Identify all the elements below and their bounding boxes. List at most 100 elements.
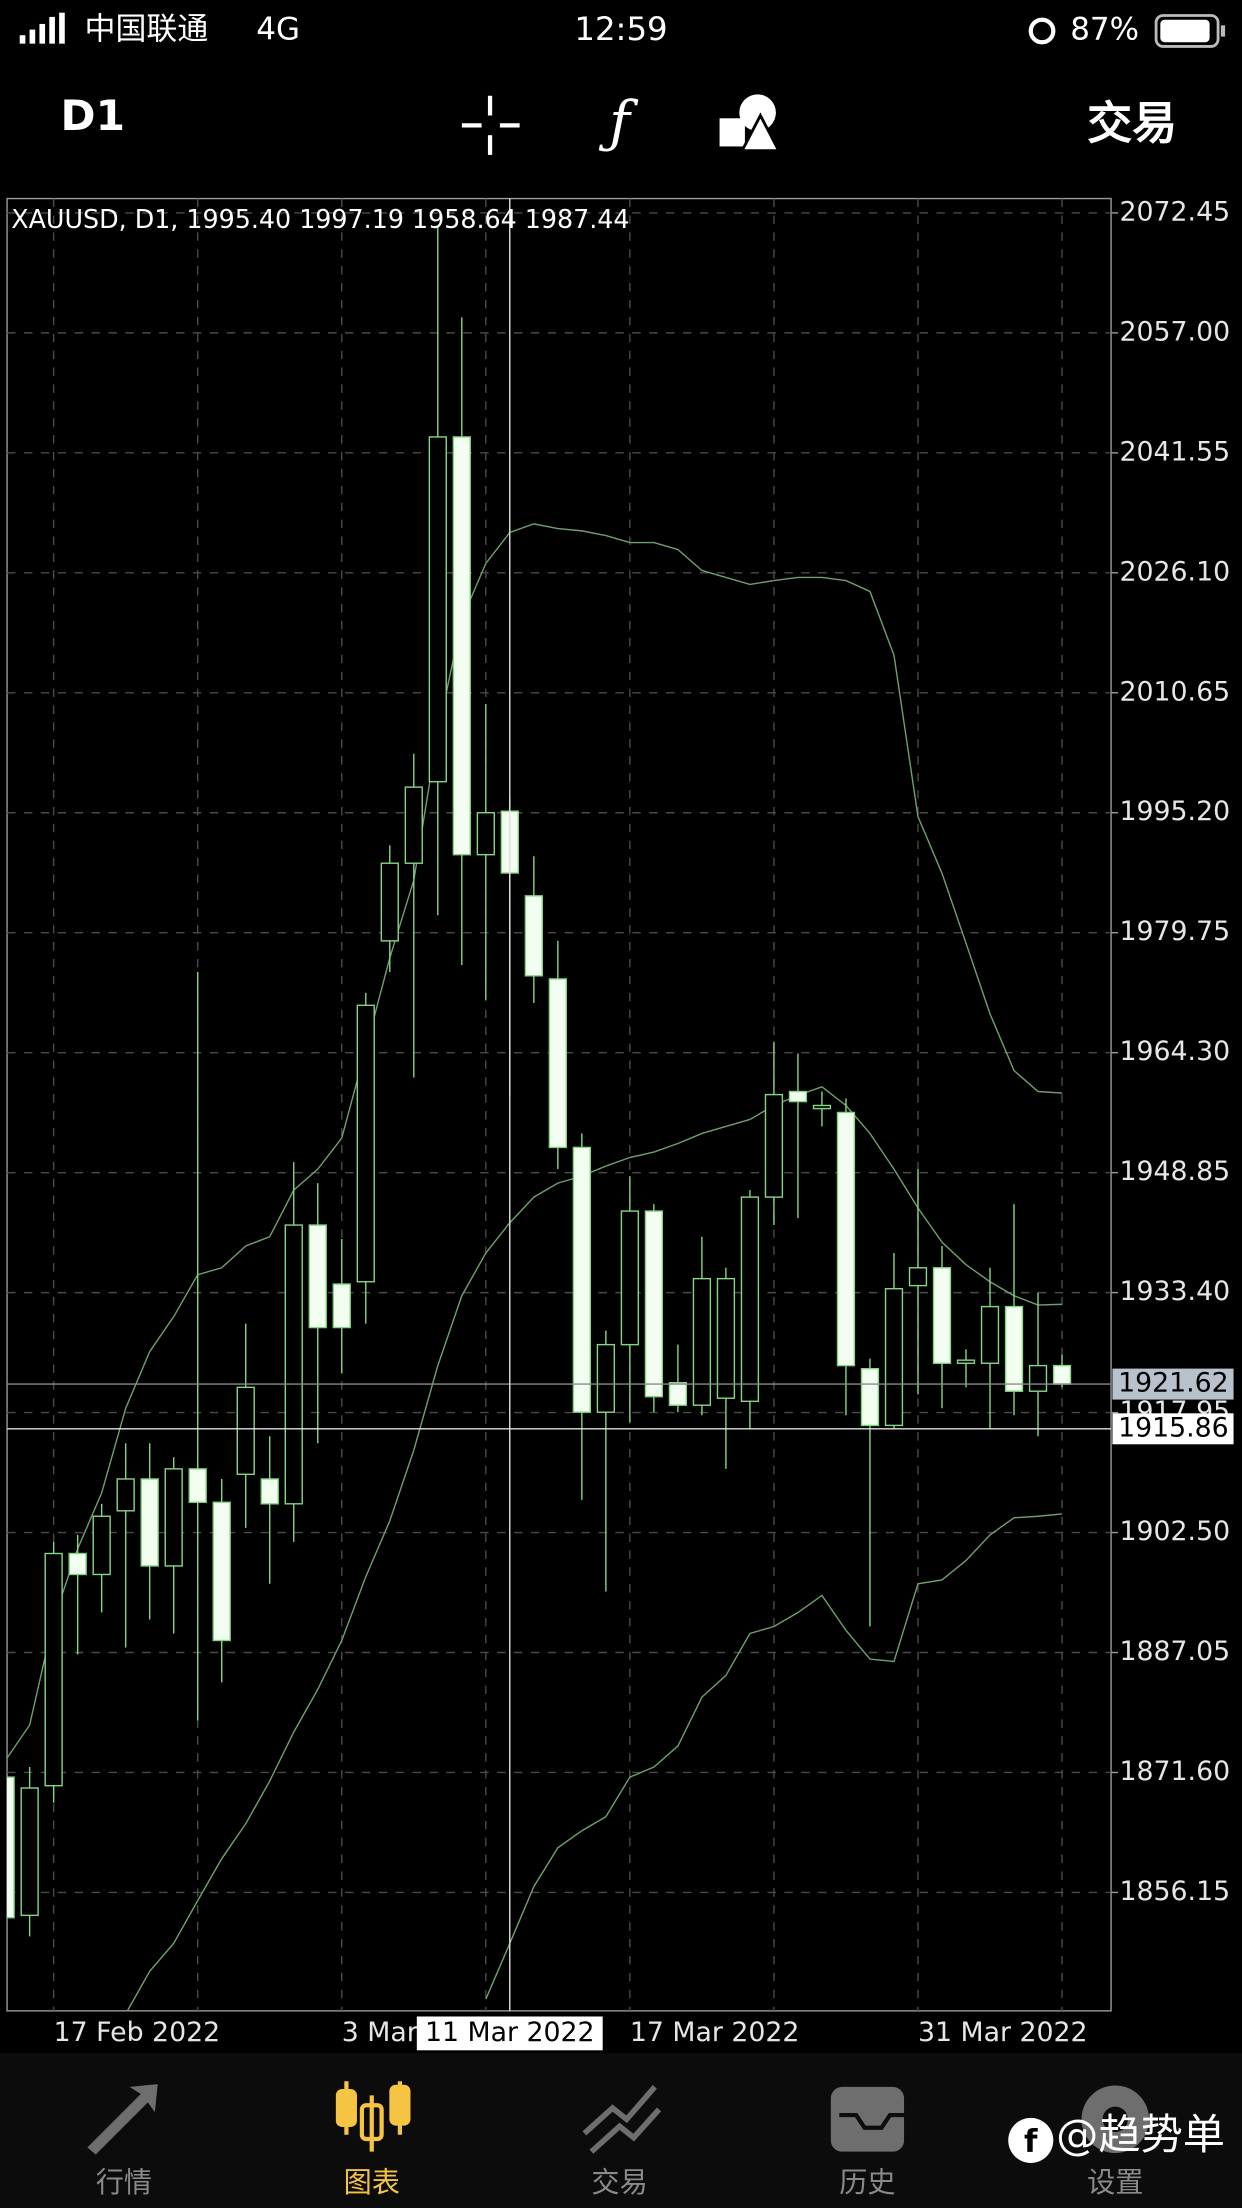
- objects-button[interactable]: [719, 94, 782, 153]
- x-tick-label: 31 Mar 2022: [918, 2017, 1088, 2048]
- candle-body: [716, 1277, 736, 1399]
- y-tick-label: 1902.50: [1119, 1516, 1230, 1547]
- candle-body: [860, 1368, 880, 1427]
- watermark-text: @趋势单: [1056, 2110, 1225, 2159]
- y-tick-label: 1979.75: [1119, 916, 1230, 947]
- bid-tag-label: 1921.62: [1118, 1368, 1229, 1399]
- crosshair-price-tag: [1112, 1413, 1234, 1445]
- candle-body: [548, 978, 567, 1149]
- candle-body: [1004, 1305, 1024, 1392]
- watermark: f @趋势单: [1008, 2110, 1225, 2163]
- band-lower: [485, 1513, 1063, 2000]
- crosshair-date-tag: [416, 2016, 603, 2051]
- candle-body: [332, 1283, 351, 1329]
- y-tick-label: 2026.10: [1119, 556, 1230, 587]
- tab-icon-history: [830, 2086, 907, 2152]
- band-middle: [126, 1086, 1063, 2011]
- candle-body: [236, 1386, 255, 1476]
- timeframe-button[interactable]: D1: [61, 91, 125, 140]
- candle-body: [980, 1305, 1000, 1364]
- candle-body: [932, 1267, 952, 1364]
- clock: 12:59: [574, 10, 667, 48]
- candle-body: [7, 1776, 15, 1919]
- y-tick-label: 2041.55: [1119, 436, 1230, 467]
- chart-frame: [6, 197, 1112, 2012]
- candle-body: [188, 1468, 207, 1503]
- tab-label[interactable]: 历史: [839, 2166, 895, 2199]
- y-tick-label: 1887.05: [1119, 1636, 1230, 1667]
- candle-body: [692, 1277, 712, 1406]
- y-tick-label: 2072.45: [1119, 196, 1230, 227]
- candle-body: [260, 1478, 279, 1505]
- candle-body: [1052, 1364, 1072, 1385]
- tab-icon-settings: [1081, 2085, 1150, 2154]
- candle-body: [764, 1093, 784, 1198]
- bollinger-bands: [7, 523, 1063, 2011]
- candle-body: [44, 1552, 63, 1787]
- battery-icon: [1154, 14, 1226, 48]
- alarm-icon: [1028, 17, 1056, 45]
- y-tick-label: 1995.20: [1119, 796, 1230, 827]
- candle-body: [20, 1787, 39, 1917]
- candle-body: [884, 1288, 904, 1427]
- candle-body: [740, 1196, 760, 1403]
- y-tick-label: 1871.60: [1119, 1756, 1230, 1787]
- candle-body: [308, 1224, 327, 1329]
- tabs: 行情 图表 交易 历史 设置: [96, 2166, 1144, 2199]
- x-tick-label: 17 Mar 2022: [630, 2017, 800, 2048]
- y-tick-label: 1856.15: [1119, 1876, 1230, 1907]
- trade-button[interactable]: 交易: [1087, 97, 1177, 150]
- candle-body: [92, 1515, 111, 1576]
- tab-label[interactable]: 行情: [96, 2166, 152, 2199]
- y-tick-label: 1948.85: [1119, 1156, 1230, 1187]
- tab-icon-chart: [335, 2081, 411, 2152]
- symbol-info: XAUUSD, D1, 1995.40 1997.19 1958.64 1987…: [11, 204, 629, 234]
- carrier: 中国联通: [84, 11, 208, 47]
- bid-tag: [1112, 1368, 1234, 1400]
- candle-body: [668, 1381, 688, 1406]
- grid: 2072.45 2057.00 2041.55 2026.10 2010.65 1995.…: [7, 196, 1230, 2048]
- candle-body: [284, 1224, 303, 1505]
- candle-body: [836, 1111, 856, 1367]
- candle-body: [212, 1501, 231, 1642]
- candle-body: [68, 1552, 87, 1576]
- overlay: 1921.62 1915.86 11 Mar 2022: [7, 198, 1234, 2051]
- candle-body: [164, 1468, 183, 1567]
- crosshair-price-label: 1915.86: [1118, 1412, 1229, 1443]
- candle-body: [572, 1146, 592, 1413]
- tab-label[interactable]: 交易: [591, 2166, 647, 2199]
- tab-icon-quotes: [87, 2084, 158, 2155]
- y-tick-label: 1964.30: [1119, 1036, 1230, 1067]
- y-tick-label: 1933.40: [1119, 1276, 1230, 1307]
- crosshair-button[interactable]: [461, 95, 520, 155]
- candle-body: [428, 436, 447, 783]
- tab-label[interactable]: 图表: [344, 2166, 400, 2199]
- candle-body: [116, 1478, 135, 1512]
- candle-body: [908, 1267, 928, 1287]
- candle-body: [1028, 1364, 1048, 1392]
- tab-label[interactable]: 设置: [1087, 2166, 1143, 2199]
- candle-body: [956, 1359, 976, 1364]
- signal-icon: [19, 12, 65, 44]
- svg-text:f: f: [1024, 2124, 1038, 2160]
- band-upper: [7, 523, 1063, 1760]
- candle-body: [596, 1343, 616, 1413]
- candle-body: [476, 812, 495, 856]
- candle-body: [380, 862, 399, 942]
- candle-body: [812, 1104, 832, 1110]
- candle-body: [644, 1210, 664, 1398]
- candles: [7, 225, 1072, 1937]
- y-tick-label: 2010.65: [1119, 676, 1230, 707]
- candle-body: [140, 1478, 159, 1567]
- y-tick-label: 2057.00: [1119, 316, 1230, 347]
- candle-body: [788, 1090, 808, 1103]
- candle-body: [404, 786, 423, 864]
- network: 4G: [256, 11, 300, 47]
- candle-body: [524, 895, 543, 977]
- battery-percent: 87%: [1070, 11, 1139, 47]
- x-tick-label: 17 Feb 2022: [54, 2017, 220, 2048]
- indicators-button[interactable]: ƒ: [598, 90, 639, 155]
- tab-icon-trade: [582, 2085, 662, 2154]
